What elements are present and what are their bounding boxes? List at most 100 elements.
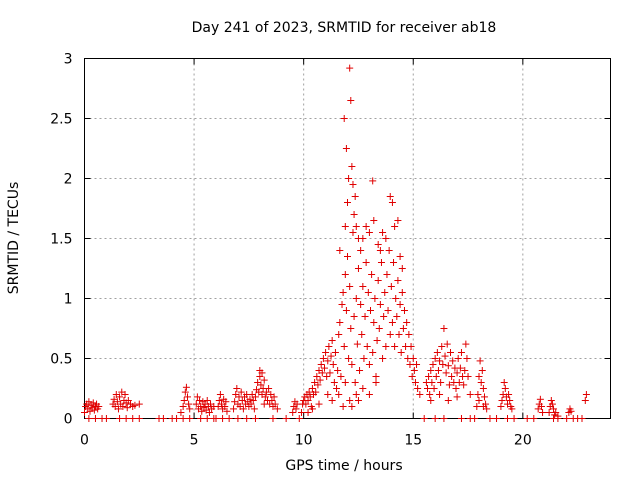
- data-point: [539, 409, 547, 416]
- data-point: [387, 283, 395, 290]
- data-point: [302, 400, 310, 408]
- data-point: [442, 369, 450, 377]
- data-point: [353, 340, 361, 348]
- data-point: [135, 400, 143, 408]
- data-point: [197, 415, 205, 422]
- data-point: [396, 301, 404, 308]
- data-point: [324, 391, 332, 398]
- x-tick-label: 20: [514, 433, 532, 449]
- y-tick-label: 1: [64, 292, 73, 308]
- data-point: [193, 393, 201, 401]
- data-point: [159, 415, 167, 422]
- data-point: [370, 217, 378, 224]
- data-point: [344, 253, 351, 260]
- data-point: [547, 397, 555, 404]
- data-point: [257, 381, 265, 389]
- data-point: [179, 415, 187, 422]
- data-point: [582, 391, 590, 398]
- data-point: [391, 343, 399, 350]
- data-point: [395, 331, 403, 338]
- data-point: [342, 307, 350, 314]
- data-point: [464, 373, 472, 380]
- data-point: [360, 355, 368, 362]
- data-point: [441, 352, 449, 360]
- data-point: [425, 373, 433, 380]
- data-point: [376, 247, 384, 254]
- data-point: [337, 373, 345, 380]
- data-point: [375, 325, 383, 332]
- data-point: [445, 381, 453, 389]
- plot-frame: [84, 58, 611, 419]
- data-point: [102, 415, 110, 422]
- data-point: [382, 343, 390, 350]
- data-point: [439, 361, 447, 368]
- data-point: [428, 379, 436, 386]
- data-point: [222, 398, 230, 406]
- data-point: [315, 400, 323, 408]
- data-point: [95, 403, 103, 410]
- data-point: [474, 391, 482, 398]
- data-point: [345, 175, 353, 182]
- data-point: [237, 388, 245, 396]
- data-point: [359, 385, 367, 392]
- data-point: [563, 415, 571, 422]
- data-point: [123, 404, 131, 412]
- data-point: [317, 361, 325, 368]
- data-point: [427, 397, 435, 404]
- data-point: [364, 289, 372, 296]
- data-point: [262, 388, 270, 396]
- data-point: [131, 401, 139, 409]
- data-point: [410, 367, 418, 374]
- data-point: [363, 343, 371, 350]
- y-tick-label: 3: [64, 52, 73, 68]
- data-point: [251, 415, 259, 422]
- data-point: [250, 405, 258, 413]
- data-point: [197, 403, 205, 410]
- data-point: [359, 283, 367, 290]
- data-point: [180, 397, 188, 404]
- data-point: [233, 385, 241, 392]
- data-point: [122, 415, 130, 422]
- data-point: [350, 313, 358, 320]
- data-point: [181, 388, 189, 396]
- data-point: [331, 349, 339, 356]
- data-point: [348, 403, 356, 410]
- data-point: [430, 385, 438, 392]
- data-point: [192, 400, 200, 408]
- data-point: [308, 385, 316, 392]
- data-point: [370, 319, 378, 326]
- data-point: [411, 379, 419, 386]
- data-point: [536, 395, 544, 403]
- data-point: [537, 403, 545, 410]
- data-point: [581, 397, 589, 404]
- data-point: [476, 357, 484, 365]
- data-point: [448, 373, 456, 380]
- data-point: [374, 241, 382, 248]
- data-point: [313, 373, 321, 380]
- data-point: [455, 379, 463, 386]
- data-point: [347, 97, 355, 104]
- data-point: [205, 409, 213, 416]
- data-point: [486, 415, 494, 422]
- data-point: [347, 325, 355, 332]
- data-point: [316, 376, 324, 384]
- data-point: [473, 403, 481, 410]
- data-point: [578, 415, 586, 422]
- data-point: [304, 397, 312, 404]
- data-point: [429, 361, 437, 368]
- data-point: [223, 407, 231, 415]
- data-point: [346, 397, 354, 404]
- data-point: [182, 383, 190, 391]
- data-point: [475, 373, 483, 380]
- data-point: [431, 415, 439, 422]
- data-point: [336, 319, 344, 326]
- data-point: [479, 403, 487, 410]
- data-point: [273, 405, 281, 413]
- data-point: [407, 343, 415, 350]
- data-point: [452, 385, 460, 392]
- data-point: [295, 415, 303, 422]
- data-point: [434, 367, 442, 374]
- data-point: [215, 397, 223, 404]
- data-point: [357, 247, 365, 254]
- data-point: [219, 415, 227, 422]
